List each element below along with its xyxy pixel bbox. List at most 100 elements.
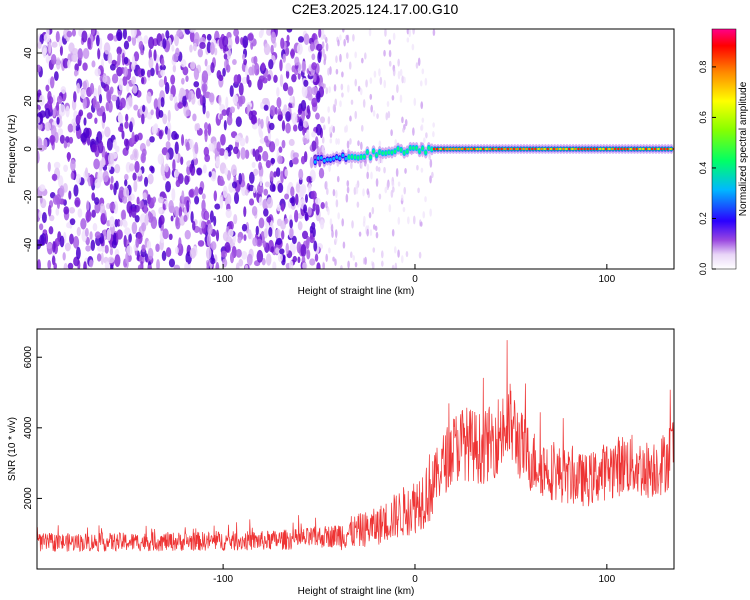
- heatmap-cell: [174, 133, 180, 140]
- heatmap-cell: [297, 72, 301, 80]
- heatmap-cell: [291, 235, 297, 245]
- heatmap-cell: [58, 175, 64, 188]
- heatmap-cell: [358, 231, 362, 237]
- heatmap-cell: [232, 146, 239, 155]
- heatmap-cell: [191, 93, 196, 105]
- heatmap-cell: [284, 193, 290, 200]
- heatmap-cell: [146, 91, 152, 104]
- heatmap-cell: [70, 171, 75, 180]
- heatmap-cell: [266, 216, 272, 223]
- heatmap-cell: [70, 159, 76, 172]
- heatmap-cell: [297, 36, 305, 43]
- heatmap-cell: [46, 242, 53, 249]
- ridge-core: [356, 155, 360, 160]
- heatmap-cell: [134, 215, 140, 223]
- heatmap-cell: [399, 68, 403, 77]
- heatmap-cell: [253, 55, 258, 65]
- ridge-peak-cell: [534, 147, 537, 151]
- heatmap-cell: [119, 97, 126, 109]
- heatmap-cell: [192, 220, 196, 231]
- ridge-peak-cell: [549, 147, 553, 151]
- heatmap-cell: [391, 229, 395, 237]
- heatmap-cell: [131, 76, 137, 85]
- heatmap-cell: [329, 138, 333, 144]
- heatmap-cell: [102, 170, 109, 183]
- ridge-core: [424, 150, 428, 155]
- heatmap-cell: [244, 149, 250, 159]
- heatmap-cell: [325, 180, 328, 190]
- heatmap-cell: [381, 250, 384, 259]
- heatmap-cell: [100, 252, 104, 265]
- heatmap-cell: [55, 31, 60, 43]
- heatmap-cell: [340, 265, 343, 269]
- heatmap-cell: [178, 237, 182, 251]
- heatmap-cell: [91, 209, 96, 218]
- heatmap-cell: [159, 64, 166, 71]
- ridge-core: [350, 155, 354, 159]
- heatmap-cell: [97, 48, 101, 60]
- heatmap-cell: [383, 49, 386, 57]
- heatmap-cell: [340, 83, 344, 91]
- heatmap-cell: [192, 113, 197, 122]
- heatmap-cell: [71, 29, 76, 37]
- heatmap-cell: [301, 108, 306, 122]
- heatmap-cell: [96, 245, 103, 252]
- ridge-peak-cell: [555, 147, 559, 151]
- heatmap-cell: [421, 117, 425, 123]
- heatmap-cell: [96, 108, 104, 117]
- heatmap-cell: [301, 60, 307, 73]
- heatmap-cell: [420, 101, 424, 110]
- heatmap-cell: [384, 186, 388, 194]
- heatmap-cell: [177, 102, 184, 109]
- heatmap-cell: [124, 179, 128, 187]
- heatmap-cell: [418, 251, 422, 259]
- heatmap-cell: [125, 113, 129, 122]
- heatmap-cell: [167, 109, 171, 123]
- heatmap-cell: [285, 122, 291, 134]
- heatmap-cell: [111, 73, 119, 84]
- heatmap-cell: [160, 163, 165, 177]
- heatmap-cell: [364, 256, 367, 265]
- heatmap-cell: [94, 231, 101, 239]
- heatmap-cell: [194, 186, 199, 197]
- colorbar-tick-label: 0.4: [698, 162, 708, 175]
- heatmap-cell: [162, 38, 167, 50]
- ridge-peak-cell: [506, 147, 510, 151]
- heatmap-cell: [173, 206, 180, 217]
- heatmap-cell: [360, 124, 364, 132]
- heatmap-cell: [289, 219, 293, 229]
- heatmap-cell: [290, 48, 295, 59]
- colorbar-tick-label: 0.2: [698, 212, 708, 225]
- heatmap-cell: [238, 96, 243, 107]
- heatmap-cell: [234, 135, 241, 143]
- heatmap-cell: [204, 58, 208, 67]
- heatmap-cell: [111, 94, 118, 102]
- heatmap-cell: [421, 68, 425, 75]
- heatmap-cell: [55, 194, 62, 205]
- heatmap-cell: [118, 77, 124, 91]
- heatmap-cell: [138, 40, 144, 51]
- heatmap-cell: [224, 242, 231, 253]
- heatmap-cell: [266, 197, 274, 209]
- ridge-core: [338, 156, 342, 161]
- heatmap-cell: [370, 171, 373, 180]
- heatmap-cell: [270, 246, 275, 253]
- heatmap-cell: [251, 64, 255, 76]
- heatmap-cell: [263, 208, 269, 217]
- top-y-axis: -40 -20 0 20 40: [23, 47, 42, 252]
- heatmap-cell: [246, 253, 253, 266]
- top-y-axis-label: Frequency (Hz): [7, 115, 18, 184]
- ridge-peak-cell: [435, 147, 439, 151]
- heatmap-cell: [89, 259, 94, 268]
- heatmap-cell: [375, 231, 379, 239]
- heatmap-cell: [47, 161, 51, 172]
- heatmap-cell: [133, 51, 140, 62]
- heatmap-cell: [243, 206, 247, 218]
- heatmap-cell: [270, 157, 276, 165]
- heatmap-cell: [335, 55, 338, 63]
- ridge-peak-cell: [583, 147, 586, 151]
- heatmap-cell: [253, 168, 259, 176]
- ridge-peak-cell: [604, 147, 608, 151]
- top-x-axis-label: Height of straight line (km): [298, 286, 415, 297]
- heatmap-cell: [269, 105, 276, 117]
